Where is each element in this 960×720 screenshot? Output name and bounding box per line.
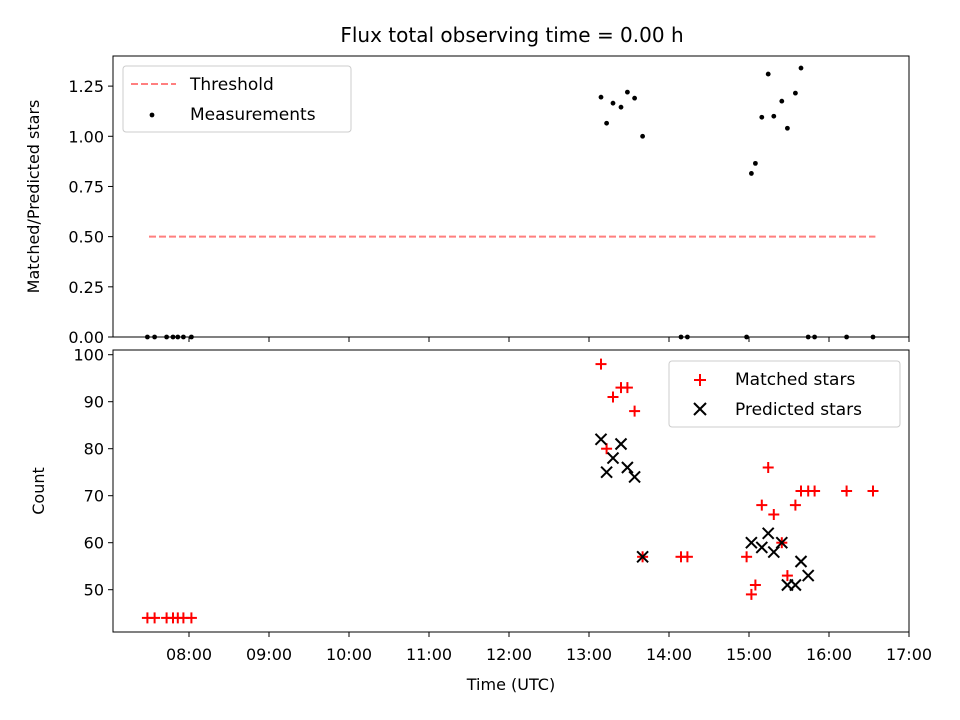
measurement-point: [610, 100, 616, 106]
measurement-point: [793, 90, 798, 96]
predicted-star-point: [594, 433, 608, 446]
measurement-point: [771, 113, 777, 119]
x-tick-label: 09:00: [246, 645, 292, 664]
matched-star-point: [781, 570, 793, 582]
top-legend: Threshold Measurements: [122, 65, 352, 133]
matched-star-point: [601, 443, 613, 455]
matched-star-point: [756, 499, 768, 511]
predicted-star-point: [621, 461, 634, 474]
bottom-series-layer: [141, 358, 879, 624]
bottom-panel: 50 60 70 80 90 100 08:00 09:00 10:00 11:00 12:00 1…: [29, 346, 932, 694]
legend-matched-label: Matched stars: [735, 370, 855, 390]
legend-threshold-label: Threshold: [189, 75, 274, 95]
x-tick-label: 15:00: [726, 645, 772, 664]
top-y-tick-label: 0.00: [68, 328, 104, 347]
bottom-legend-box: [668, 360, 901, 428]
matched-star-point: [185, 612, 197, 624]
chart-title: Flux total observing time = 0.00 h: [340, 23, 683, 47]
measurement-point: [798, 65, 804, 71]
bottom-y-tick-label: 60: [84, 534, 104, 553]
x-tick-label: 17:00: [886, 645, 932, 664]
matched-star-point: [768, 509, 780, 520]
measurement-point: [640, 133, 645, 139]
bottom-y-ticks: 50 60 70 80 90 100: [73, 346, 113, 600]
measurement-point: [749, 171, 754, 176]
measurement-point: [604, 120, 609, 126]
bottom-x-ticks: 08:00 09:00 10:00 11:00 12:00 13:00 14:00 15:00…: [166, 632, 932, 664]
top-panel: 0.00 0.25 0.50 0.75 1.00 1.25 Matched/Predict…: [24, 55, 910, 347]
predicted-star-point: [745, 536, 758, 549]
matched-star-point: [809, 485, 821, 497]
bottom-y-tick-label: 90: [84, 393, 104, 412]
legend-predicted-label: Predicted stars: [735, 400, 862, 420]
matched-star-point: [745, 588, 757, 600]
predicted-star-point: [794, 555, 808, 568]
predicted-star-point: [775, 536, 789, 549]
x-tick-label: 12:00: [486, 645, 532, 664]
x-tick-label: 11:00: [406, 645, 452, 664]
measurement-point: [632, 95, 637, 101]
matched-star-point: [595, 358, 607, 370]
matched-star-point: [749, 579, 761, 591]
predicted-star-point: [606, 451, 620, 465]
predicted-star-point: [600, 465, 613, 479]
x-tick-label: 13:00: [566, 645, 612, 664]
predicted-star-point: [755, 541, 769, 554]
matched-star-point: [741, 551, 753, 563]
predicted-star-point: [801, 569, 815, 582]
matched-star-point: [841, 485, 853, 497]
predicted-star-point: [614, 437, 628, 451]
top-y-tick-label: 1.00: [68, 127, 104, 146]
bottom-y-tick-label: 70: [84, 487, 104, 506]
matched-star-point: [789, 499, 801, 511]
predicted-star-point: [789, 578, 802, 592]
measurement-point: [753, 160, 758, 166]
legend-measurements-label: Measurements: [190, 105, 316, 125]
measurement-point: [779, 98, 785, 104]
x-tick-label: 08:00: [166, 645, 212, 664]
matched-star-point: [149, 612, 161, 624]
matched-star-point: [629, 405, 641, 417]
measurement-point: [625, 89, 630, 95]
measurement-point: [618, 104, 624, 110]
predicted-star-point: [761, 527, 775, 540]
top-plot-frame: [112, 55, 910, 338]
top-y-tick-label: 0.25: [68, 278, 104, 297]
x-axis-label: Time (UTC): [466, 675, 555, 694]
top-legend-box: [122, 65, 352, 133]
matched-star-point: [607, 391, 619, 403]
top-y-tick-label: 0.75: [68, 177, 104, 196]
bottom-legend: Matched stars Predicted stars: [668, 360, 901, 428]
legend-measurements-swatch: [149, 112, 155, 118]
legend-predicted-swatch: [693, 402, 707, 416]
matched-star-point: [867, 485, 879, 497]
measurement-point: [759, 114, 765, 120]
measurement-point: [785, 125, 790, 131]
measurement-point: [598, 94, 604, 100]
predicted-star-point: [636, 550, 649, 564]
top-y-axis-label: Matched/Predicted stars: [24, 100, 43, 294]
matched-star-point: [762, 462, 774, 473]
top-y-tick-label: 1.25: [68, 77, 104, 96]
measurement-point: [765, 71, 771, 77]
bottom-y-tick-label: 80: [84, 440, 104, 459]
x-tick-label: 10:00: [326, 645, 372, 664]
bottom-plot-frame: [112, 349, 910, 633]
matched-star-point: [621, 382, 633, 394]
top-series-layer: [145, 65, 876, 340]
predicted-star-point: [628, 470, 641, 484]
matched-star-point: [681, 551, 693, 563]
bottom-y-axis-label: Count: [29, 467, 48, 515]
x-tick-label: 16:00: [806, 645, 852, 664]
top-x-ticks: [188, 337, 910, 342]
bottom-y-tick-label: 50: [84, 581, 104, 600]
bottom-y-tick-label: 100: [73, 346, 104, 365]
top-y-tick-label: 0.50: [68, 228, 104, 247]
top-y-ticks: 0.00 0.25 0.50 0.75 1.00 1.25: [68, 77, 113, 347]
x-tick-label: 14:00: [646, 645, 692, 664]
legend-matched-swatch: [694, 374, 706, 386]
